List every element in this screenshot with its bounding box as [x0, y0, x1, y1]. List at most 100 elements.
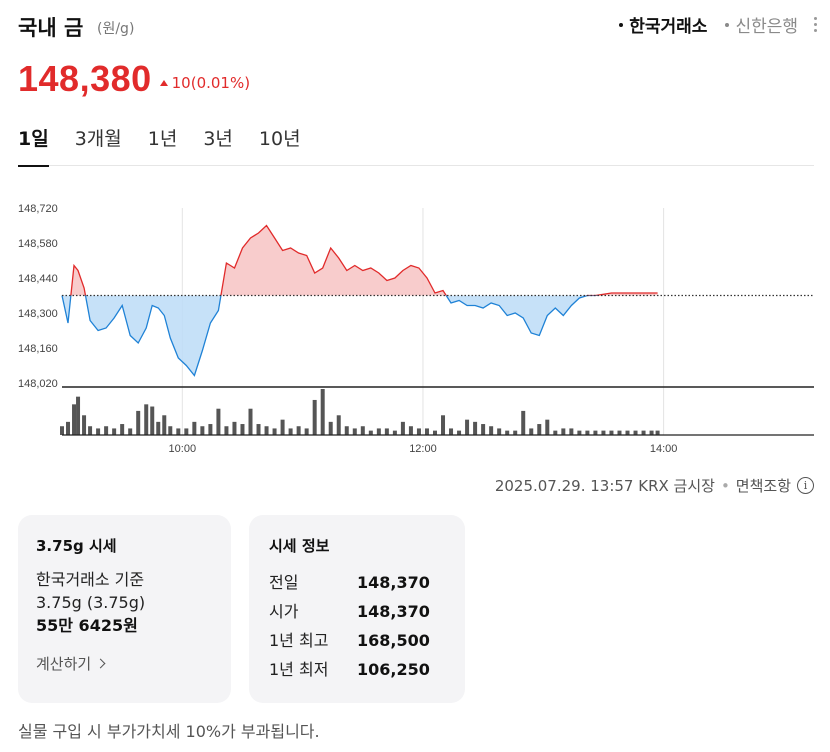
- more-vertical-icon[interactable]: [814, 17, 818, 32]
- volume-bar: [352, 428, 357, 435]
- volume-bar: [633, 430, 638, 435]
- volume-bar: [136, 410, 141, 435]
- volume-bar: [521, 410, 526, 435]
- volume-bar: [601, 430, 606, 435]
- vat-footnote: 실물 구입 시 부가가치세 10%가 부과됩니다.: [18, 722, 320, 741]
- info-label: 전일: [269, 573, 299, 592]
- volume-bar: [112, 428, 117, 435]
- volume-bar: [593, 430, 598, 435]
- x-tick-label: 12:00: [409, 443, 437, 455]
- tab-3y[interactable]: 3년: [203, 128, 233, 150]
- volume-bar: [280, 419, 285, 435]
- volume-bar: [609, 430, 614, 435]
- weight-text: 3.75g (3.75g): [36, 593, 146, 612]
- source-tab-label: 신한은행: [735, 17, 798, 37]
- info-row: 전일 148,370: [269, 568, 465, 597]
- separator: •: [720, 476, 730, 495]
- volume-bar: [641, 430, 646, 435]
- volume-bar: [60, 426, 64, 435]
- source-tab-shinhan[interactable]: 신한은행: [725, 12, 798, 37]
- card-title: 시세 정보: [269, 537, 330, 555]
- y-tick-label: 148,580: [18, 238, 58, 250]
- price-info-card: 시세 정보 전일 148,370 시가 148,370 1년 최고 168,50…: [249, 515, 465, 703]
- tab-10y[interactable]: 10년: [258, 128, 301, 150]
- volume-bar: [537, 424, 542, 435]
- price-row: 148,380 10(0.01%): [18, 52, 250, 100]
- gram-price-value: 55만 6425원: [36, 616, 138, 635]
- volume-bar: [88, 426, 93, 435]
- volume-bar: [104, 426, 109, 435]
- gram-price-card: 3.75g 시세 한국거래소 기준 3.75g (3.75g) 55만 6425…: [18, 515, 231, 703]
- volume-bar: [424, 428, 429, 435]
- volume-bar: [312, 399, 317, 435]
- volume-bar: [76, 396, 81, 435]
- source-tab-label: 한국거래소: [629, 17, 708, 37]
- info-row: 시가 148,370: [269, 597, 465, 626]
- y-tick-label: 148,720: [18, 203, 58, 215]
- volume-bar: [304, 428, 309, 435]
- chevron-right-icon: [95, 658, 106, 669]
- volume-bar: [264, 426, 269, 435]
- volume-bar: [577, 430, 582, 435]
- volume-bar: [473, 421, 478, 435]
- source-tab-krx[interactable]: 한국거래소: [619, 12, 707, 37]
- calculate-link[interactable]: 계산하기: [36, 653, 106, 674]
- volume-bar: [617, 430, 622, 435]
- volume-bar: [449, 428, 454, 435]
- price-line-down: [61, 295, 600, 377]
- volume-bar: [481, 424, 486, 435]
- volume-bar: [384, 428, 389, 435]
- page-title: 국내 금: [18, 16, 84, 40]
- volume-bar: [232, 421, 237, 435]
- info-icon[interactable]: i: [797, 477, 814, 494]
- volume-bar: [513, 430, 518, 435]
- volume-bar: [184, 428, 189, 435]
- volume-bar: [505, 430, 510, 435]
- info-value: 148,370: [357, 573, 430, 592]
- volume-bar: [465, 419, 470, 435]
- header: 국내 금 (원/g) 한국거래소 신한은행: [18, 8, 818, 42]
- volume-bar: [248, 408, 253, 435]
- volume-bar: [82, 415, 87, 435]
- volume-bar: [168, 426, 173, 435]
- source-tabs: 한국거래소 신한은행: [601, 12, 818, 37]
- period-tabs: 1일 3개월 1년 3년 10년: [18, 120, 814, 167]
- volume-bar: [336, 415, 341, 435]
- volume-bar: [66, 421, 71, 435]
- current-price: 148,380: [18, 58, 152, 99]
- tab-1d[interactable]: 1일: [18, 120, 49, 167]
- volume-bar: [150, 406, 155, 435]
- tab-3m[interactable]: 3개월: [74, 128, 122, 150]
- volume-bar: [441, 415, 446, 435]
- area-below-baseline: [62, 295, 658, 376]
- volume-bar: [553, 430, 558, 435]
- volume-bar: [400, 421, 405, 435]
- y-tick-label: 148,020: [18, 378, 58, 390]
- active-dot-icon: [619, 22, 624, 27]
- info-label: 1년 최저: [269, 660, 329, 679]
- y-tick-label: 148,440: [18, 273, 58, 285]
- volume-bar: [176, 428, 181, 435]
- volume-bar: [288, 428, 293, 435]
- volume-bar: [376, 428, 381, 435]
- timestamp: 2025.07.29. 13:57 KRX 금시장: [494, 477, 715, 495]
- triangle-up-icon: [159, 80, 168, 86]
- volume-bar: [200, 426, 205, 435]
- unit-label: (원/g): [97, 21, 135, 37]
- tab-1y[interactable]: 1년: [147, 128, 178, 150]
- volume-bar: [561, 428, 566, 435]
- volume-bar: [489, 426, 494, 435]
- price-change-value: 10(0.01%): [171, 74, 251, 92]
- info-value: 106,250: [357, 660, 430, 679]
- info-value: 148,370: [357, 602, 430, 621]
- disclaimer-link[interactable]: 면책조항: [735, 477, 791, 495]
- volume-bar: [216, 408, 221, 435]
- info-label: 시가: [269, 602, 299, 621]
- volume-bar: [208, 424, 213, 435]
- volume-bar: [408, 426, 413, 435]
- volume-bar: [655, 430, 660, 435]
- volume-bar: [192, 421, 197, 435]
- volume-bar: [240, 424, 245, 435]
- volume-bar: [529, 428, 534, 435]
- price-chart[interactable]: 148,720 148,580 148,440 148,300 148,160 148,0…: [0, 190, 830, 455]
